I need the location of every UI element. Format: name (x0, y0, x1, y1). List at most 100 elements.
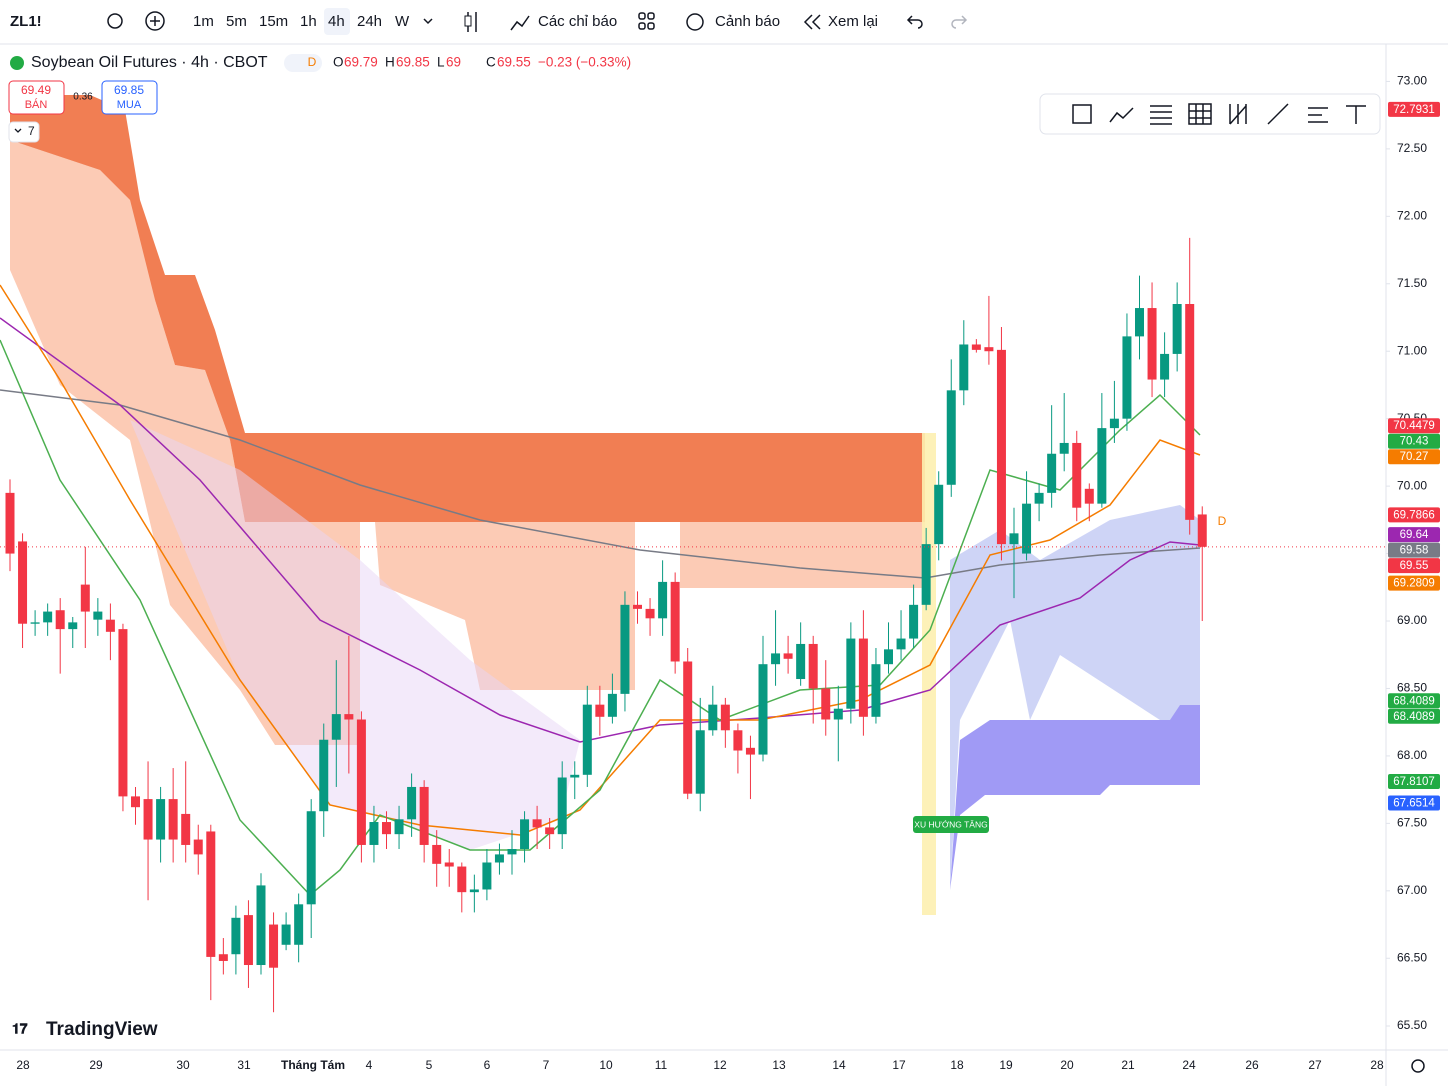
toolbar (0, 0, 1448, 44)
price-label: 70.4479 (1393, 420, 1435, 432)
add-icon[interactable] (145, 11, 165, 31)
candle-body (18, 541, 28, 624)
x-tick-label: 31 (237, 1058, 251, 1072)
add-plus (150, 16, 160, 26)
price-label-bg (1388, 558, 1440, 574)
indicators-button[interactable]: Các chỉ báo (538, 13, 617, 30)
candle-body (720, 704, 730, 731)
candle-body (407, 786, 417, 820)
compare-icon[interactable] (107, 13, 123, 29)
settings-icon[interactable] (1411, 1059, 1425, 1073)
price-label: 69.55 (1400, 560, 1429, 572)
candle-body (1160, 353, 1170, 380)
change: −0.23 (−0.33%) (538, 55, 631, 70)
candle-body (218, 954, 228, 961)
price-label-bg (1388, 418, 1440, 434)
candle-body (595, 704, 605, 717)
candle-body (1109, 418, 1119, 429)
candle-body (243, 915, 253, 966)
x-tick-label: 12 (713, 1058, 727, 1072)
replay-button[interactable]: Xem lại (828, 13, 878, 30)
candle-body (695, 730, 705, 794)
signal-label: XU HƯỚNG TĂNG (914, 819, 987, 829)
candle-body (1059, 442, 1069, 454)
candle-body (206, 831, 216, 957)
layout-icon[interactable] (638, 12, 655, 30)
x-tick-label: 19 (999, 1058, 1013, 1072)
y-tick-label: 67.50 (1397, 816, 1427, 830)
chart-type-candle (464, 15, 472, 27)
interval[interactable]: 24h (357, 13, 382, 30)
interval[interactable]: 5m (226, 13, 247, 30)
indicator-clouds (10, 95, 1200, 915)
y-tick-label: 65.50 (1397, 1018, 1427, 1032)
interval[interactable]: W (395, 13, 410, 30)
sell-label: BÁN (25, 98, 48, 111)
interval[interactable]: 1h (300, 13, 317, 30)
l-label: L (437, 55, 445, 70)
candle-body (482, 862, 492, 890)
candle-body (670, 581, 680, 662)
candle-body (996, 349, 1006, 545)
drawing-toolbar (1039, 93, 1381, 135)
y-tick-label: 68.50 (1397, 681, 1427, 695)
replay-icon[interactable] (803, 14, 821, 30)
candle-body (294, 904, 304, 945)
interval-dropdown[interactable] (423, 18, 433, 25)
price-label: 69.58 (1400, 545, 1429, 557)
candle-body (80, 584, 90, 612)
price-label-bg (1388, 795, 1440, 811)
candle-body (783, 653, 793, 659)
interval[interactable]: 15m (259, 13, 288, 30)
indicator-toggle[interactable] (8, 121, 40, 143)
interval[interactable]: 1m (193, 13, 214, 30)
x-tick-label: 7 (543, 1058, 550, 1072)
candle-body (356, 719, 366, 845)
x-tick-label: 28 (1370, 1058, 1384, 1072)
interval[interactable]: 4h (328, 13, 345, 30)
price-label-bg (1388, 542, 1440, 558)
indicators-icon[interactable] (510, 15, 530, 31)
h-value: 69.85 (396, 55, 430, 70)
ohlc: O 69.79 H 69.85 L 69 C 69.55 −0.23 (−0.3… (333, 55, 631, 70)
candle-body (1047, 453, 1057, 493)
l-value: 69 (446, 55, 461, 70)
candle-body (633, 604, 642, 609)
candle-body (1097, 428, 1107, 504)
y-tick-label: 71.00 (1397, 343, 1427, 357)
candle-body (55, 610, 65, 630)
y-tick-label: 73.00 (1397, 74, 1427, 88)
x-tick-label: 29 (89, 1058, 103, 1072)
y-tick-label: 66.50 (1397, 950, 1427, 964)
x-tick-label: 18 (950, 1058, 964, 1072)
alert-icon[interactable] (686, 13, 704, 31)
candle-body (909, 604, 919, 639)
sell-button[interactable] (8, 80, 65, 115)
legend-title: Soybean Oil Futures · 4h · CBOT (31, 54, 268, 71)
sell-price: 69.49 (21, 83, 51, 97)
candle-body (796, 643, 806, 680)
candle-body (419, 786, 429, 845)
candle-body (582, 704, 592, 775)
redo[interactable] (951, 15, 968, 29)
candle-body (946, 390, 956, 485)
y-tick-label: 68.00 (1397, 748, 1427, 762)
alert-button[interactable]: Cảnh báo (715, 13, 780, 30)
price-label-bg (1388, 693, 1440, 709)
candle-body (658, 581, 668, 619)
candle-body (921, 544, 931, 605)
undo[interactable] (906, 15, 923, 29)
buy-button[interactable] (101, 80, 158, 115)
y-tick-label: 70.00 (1397, 478, 1427, 492)
candle-body (758, 664, 768, 755)
candle-body (306, 811, 316, 905)
x-tick-label: 26 (1245, 1058, 1259, 1072)
candle-body (193, 839, 203, 855)
x-tick-label: 5 (426, 1058, 433, 1072)
drawing-tools[interactable] (1072, 103, 1366, 125)
candle-body (1084, 488, 1094, 504)
symbol[interactable]: ZL1! (10, 13, 42, 30)
candle-body (1009, 533, 1019, 545)
price-label-bg (1388, 449, 1440, 465)
